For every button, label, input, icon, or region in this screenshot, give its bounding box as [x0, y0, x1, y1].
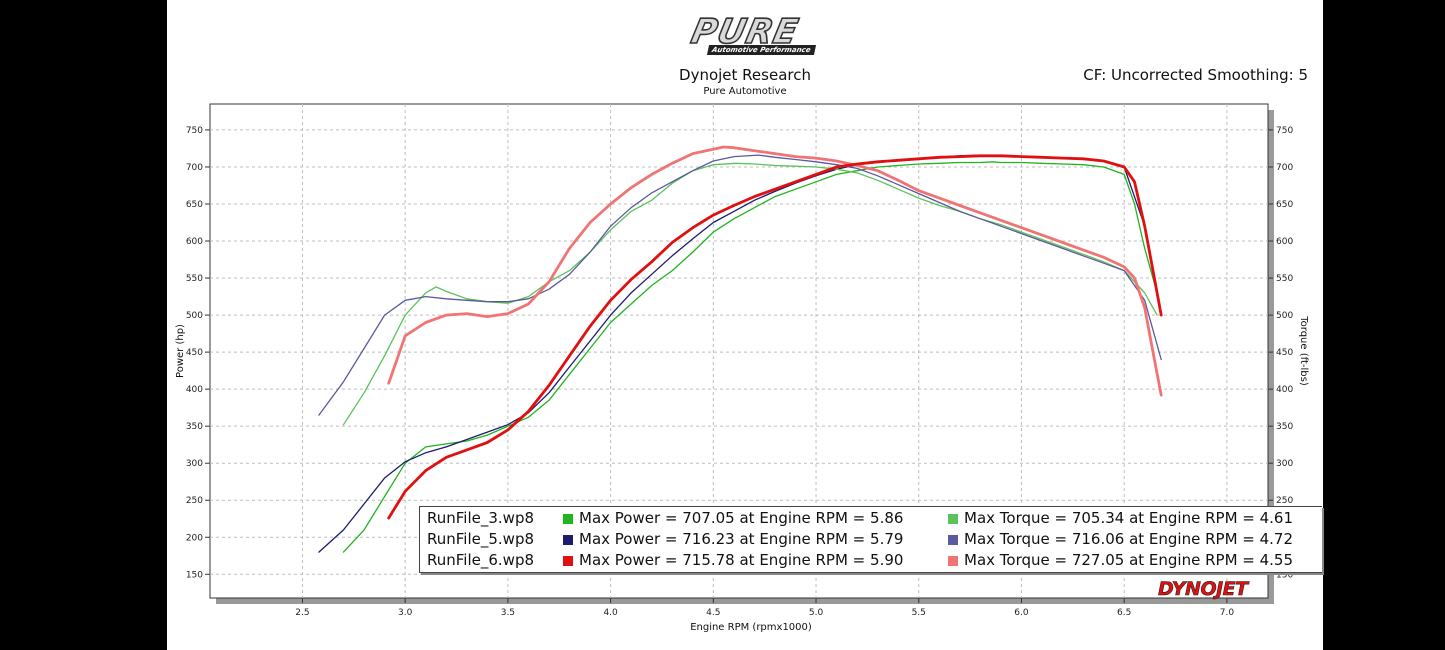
y-tick-label: 750 [186, 126, 203, 136]
x-tick-label: 3.0 [398, 608, 413, 618]
legend-file: RunFile_3.wp8 [427, 509, 535, 527]
y2-tick-label: 650 [1276, 200, 1293, 210]
y2-tick-label: 400 [1276, 385, 1293, 395]
y-tick-label: 250 [186, 496, 203, 506]
y-tick-label: 400 [186, 385, 203, 395]
x-tick-label: 3.5 [501, 608, 515, 618]
legend-torque: Max Torque = 716.06 at Engine RPM = 4.72 [964, 530, 1294, 548]
chart-title: Dynojet Research [679, 66, 811, 84]
x-tick-label: 2.5 [295, 608, 309, 618]
series-line [387, 145, 1163, 397]
x-tick-label: 7.0 [1220, 608, 1235, 618]
y-axis-label: Power (hp) [175, 324, 186, 378]
y-tick-label: 550 [186, 274, 203, 284]
y2-axis-label: Torque (ft-lbs) [1298, 315, 1309, 386]
y-tick-label: 650 [186, 200, 203, 210]
y2-tick-label: 450 [1276, 348, 1293, 358]
correction-factor-text: CF: Uncorrected Smoothing: 5 [1083, 66, 1308, 84]
legend-file: RunFile_6.wp8 [427, 551, 535, 569]
x-tick-label: 5.0 [809, 608, 824, 618]
y2-tick-label: 750 [1276, 126, 1293, 136]
y-tick-label: 450 [186, 348, 203, 358]
x-tick-label: 6.5 [1117, 608, 1131, 618]
x-axis-label: Engine RPM (rpmx1000) [690, 622, 812, 633]
y2-tick-label: 350 [1276, 422, 1293, 432]
legend-file: RunFile_5.wp8 [427, 530, 535, 548]
y2-tick-label: 300 [1276, 459, 1293, 469]
legend-power: Max Power = 715.78 at Engine RPM = 5.90 [579, 551, 904, 569]
power-swatch [563, 535, 573, 545]
legend-box: RunFile_3.wp8 Max Power = 707.05 at Engi… [419, 506, 1322, 573]
series-line [342, 161, 1158, 553]
torque-swatch [948, 514, 958, 524]
series-line [318, 154, 1162, 416]
dynojet-logo: DYNOJET [1158, 578, 1249, 601]
y-tick-label: 300 [186, 459, 203, 469]
y2-tick-label: 600 [1276, 237, 1293, 247]
series-line [342, 162, 1158, 426]
torque-swatch [948, 535, 958, 545]
legend-torque: Max Torque = 727.05 at Engine RPM = 4.55 [964, 551, 1294, 569]
y-tick-label: 600 [186, 237, 203, 247]
legend-torque: Max Torque = 705.34 at Engine RPM = 4.61 [964, 509, 1294, 527]
power-swatch [563, 556, 573, 566]
y-tick-label: 200 [186, 533, 203, 543]
x-tick-label: 6.0 [1014, 608, 1029, 618]
y-tick-label: 150 [186, 570, 203, 580]
y-tick-label: 500 [186, 311, 203, 321]
y2-tick-label: 550 [1276, 274, 1293, 284]
chart-subtitle: Pure Automotive [703, 86, 787, 97]
legend-power: Max Power = 707.05 at Engine RPM = 5.86 [579, 509, 904, 527]
y-tick-label: 350 [186, 422, 203, 432]
y2-tick-label: 500 [1276, 311, 1293, 321]
torque-swatch [948, 556, 958, 566]
series-line [387, 154, 1163, 520]
x-tick-label: 4.5 [706, 608, 720, 618]
x-tick-label: 5.5 [912, 608, 926, 618]
y2-tick-label: 150 [1276, 570, 1293, 580]
x-tick-label: 4.0 [603, 608, 618, 618]
y2-tick-label: 700 [1276, 163, 1293, 173]
y2-tick-label: 250 [1276, 496, 1293, 506]
legend-power: Max Power = 716.23 at Engine RPM = 5.79 [579, 530, 904, 548]
power-swatch [563, 514, 573, 524]
y-tick-label: 700 [186, 163, 203, 173]
